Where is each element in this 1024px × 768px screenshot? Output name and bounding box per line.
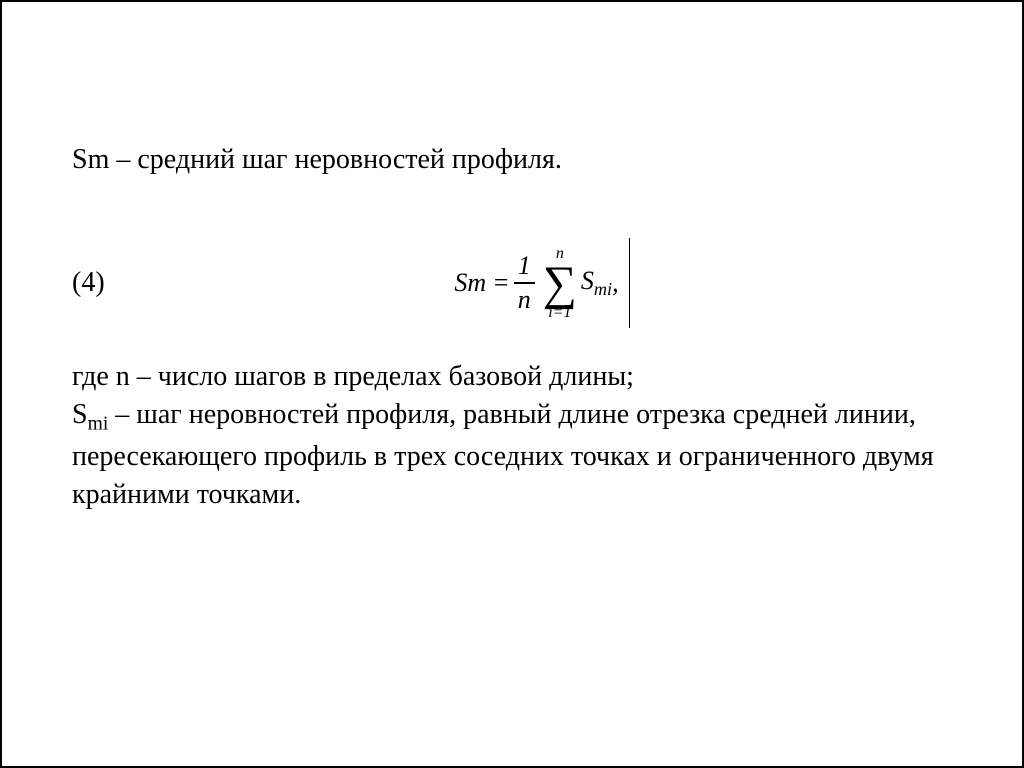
formula-row: (4) Sm = 1 n n ∑ i=1 Smi , [72,238,952,328]
term-subscript: mi [594,279,612,299]
definition-line: Sm – средний шаг неровностей профиля. [72,142,952,178]
slide-frame: Sm – средний шаг неровностей профиля. (4… [0,0,1024,768]
summation-term: Smi [581,266,612,300]
definition-dash: – [109,144,137,175]
formula-wrap: Sm = 1 n n ∑ i=1 Smi , [132,238,952,328]
formula-eq-sign: = [492,268,510,298]
definition-symbol: Sm [72,144,109,175]
where-line2-dash: – [108,399,136,430]
equation-number: (4) [72,267,132,299]
sigma-icon: ∑ [543,262,577,305]
where-line1-prefix: где n – [72,361,158,392]
term-tail: , [612,268,619,298]
formula-lhs: Sm [454,268,486,298]
summation: n ∑ i=1 [543,246,577,321]
where-line2-symbol-base: S [72,399,88,430]
formula-fraction: 1 n [514,252,535,315]
explanation-block: где n – число шагов в пределах базовой д… [72,358,952,513]
summation-lower: i=1 [548,305,571,321]
where-line1-rest: число шагов в пределах базовой длины; [158,361,634,392]
where-line2-symbol-sub: mi [88,414,109,435]
fraction-bar [514,282,535,284]
fraction-numerator: 1 [514,252,535,281]
term-base: S [581,266,594,295]
where-line2-rest: шаг неровностей профиля, равный длине от… [72,399,934,510]
formula: Sm = 1 n n ∑ i=1 Smi , [454,238,629,328]
fraction-denominator: n [514,286,535,315]
definition-text: средний шаг неровностей профиля. [137,144,562,175]
text-cursor-icon [629,238,630,328]
